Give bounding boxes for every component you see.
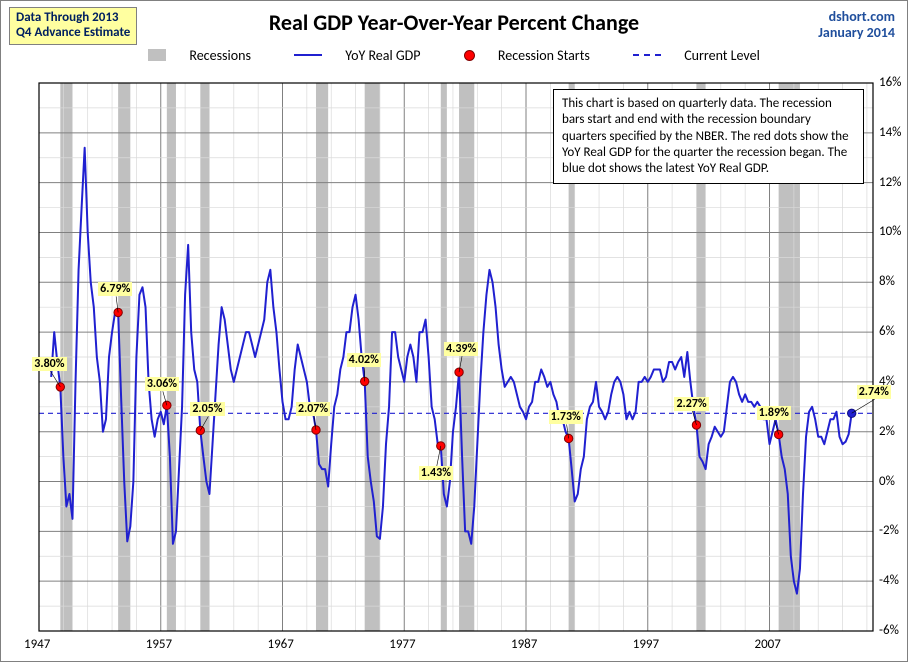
- recession-start-label-2: 3.06%: [145, 377, 179, 391]
- recession-start-label-3: 2.05%: [190, 402, 224, 416]
- recession-start-label-1: 6.79%: [98, 282, 132, 296]
- recession-start-label-6: 1.43%: [419, 466, 453, 480]
- recession-start-label-7: 4.39%: [444, 342, 478, 356]
- y-tick: -2%: [879, 523, 899, 538]
- x-tick: 1977: [389, 637, 415, 652]
- y-tick: 12%: [879, 175, 901, 190]
- explainer-box: This chart is based on quarterly data. T…: [553, 89, 864, 184]
- recession-start-label-4: 2.07%: [296, 402, 330, 416]
- y-tick: 16%: [879, 75, 901, 90]
- y-tick: 14%: [879, 125, 901, 140]
- y-tick: -6%: [879, 623, 899, 638]
- y-tick: -4%: [879, 573, 899, 588]
- recession-start-label-5: 4.02%: [347, 353, 381, 367]
- recession-start-label-10: 1.89%: [757, 406, 791, 420]
- x-tick: 2007: [755, 637, 781, 652]
- y-tick: 0%: [879, 474, 895, 489]
- y-tick: 4%: [879, 374, 895, 389]
- x-tick: 1987: [511, 637, 537, 652]
- x-tick: 1997: [633, 637, 659, 652]
- y-tick: 10%: [879, 224, 901, 239]
- y-tick: 6%: [879, 324, 895, 339]
- recession-start-label-9: 2.27%: [674, 397, 708, 411]
- x-tick: 1947: [24, 637, 50, 652]
- x-tick: 1957: [146, 637, 172, 652]
- y-tick: 8%: [879, 274, 895, 289]
- recession-start-label-8: 1.73%: [549, 410, 583, 424]
- x-tick: 1967: [268, 637, 294, 652]
- y-tick: 2%: [879, 424, 895, 439]
- chart-container: Data Through 2013 Q4 Advance Estimate Re…: [0, 0, 908, 662]
- recession-start-label-0: 3.80%: [32, 357, 66, 371]
